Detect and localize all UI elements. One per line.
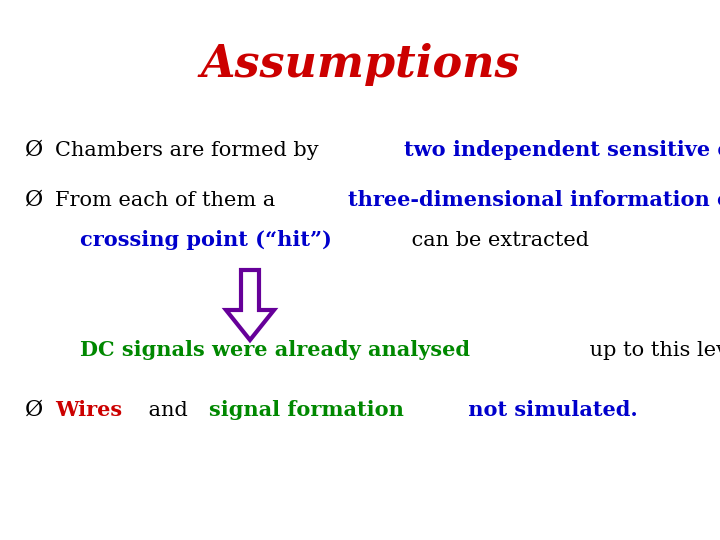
Text: Wires: Wires (55, 400, 122, 420)
Text: From each of them a: From each of them a (55, 191, 282, 210)
Text: can be extracted: can be extracted (405, 231, 589, 249)
Text: Ø: Ø (25, 399, 43, 421)
Text: crossing point (“hit”): crossing point (“hit”) (80, 230, 332, 250)
Text: signal formation: signal formation (210, 400, 404, 420)
Text: two independent sensitive elements: two independent sensitive elements (404, 140, 720, 160)
Text: not simulated.: not simulated. (461, 400, 637, 420)
Text: Ø: Ø (25, 189, 43, 211)
Text: DC signals were already analysed: DC signals were already analysed (80, 340, 470, 360)
Text: Ø: Ø (25, 139, 43, 161)
Text: Chambers are formed by: Chambers are formed by (55, 140, 325, 159)
Text: three-dimensional information of the: three-dimensional information of the (348, 190, 720, 210)
Polygon shape (226, 270, 274, 340)
Text: and: and (142, 401, 194, 420)
Text: up to this level: up to this level (583, 341, 720, 360)
Text: Assumptions: Assumptions (200, 44, 520, 86)
